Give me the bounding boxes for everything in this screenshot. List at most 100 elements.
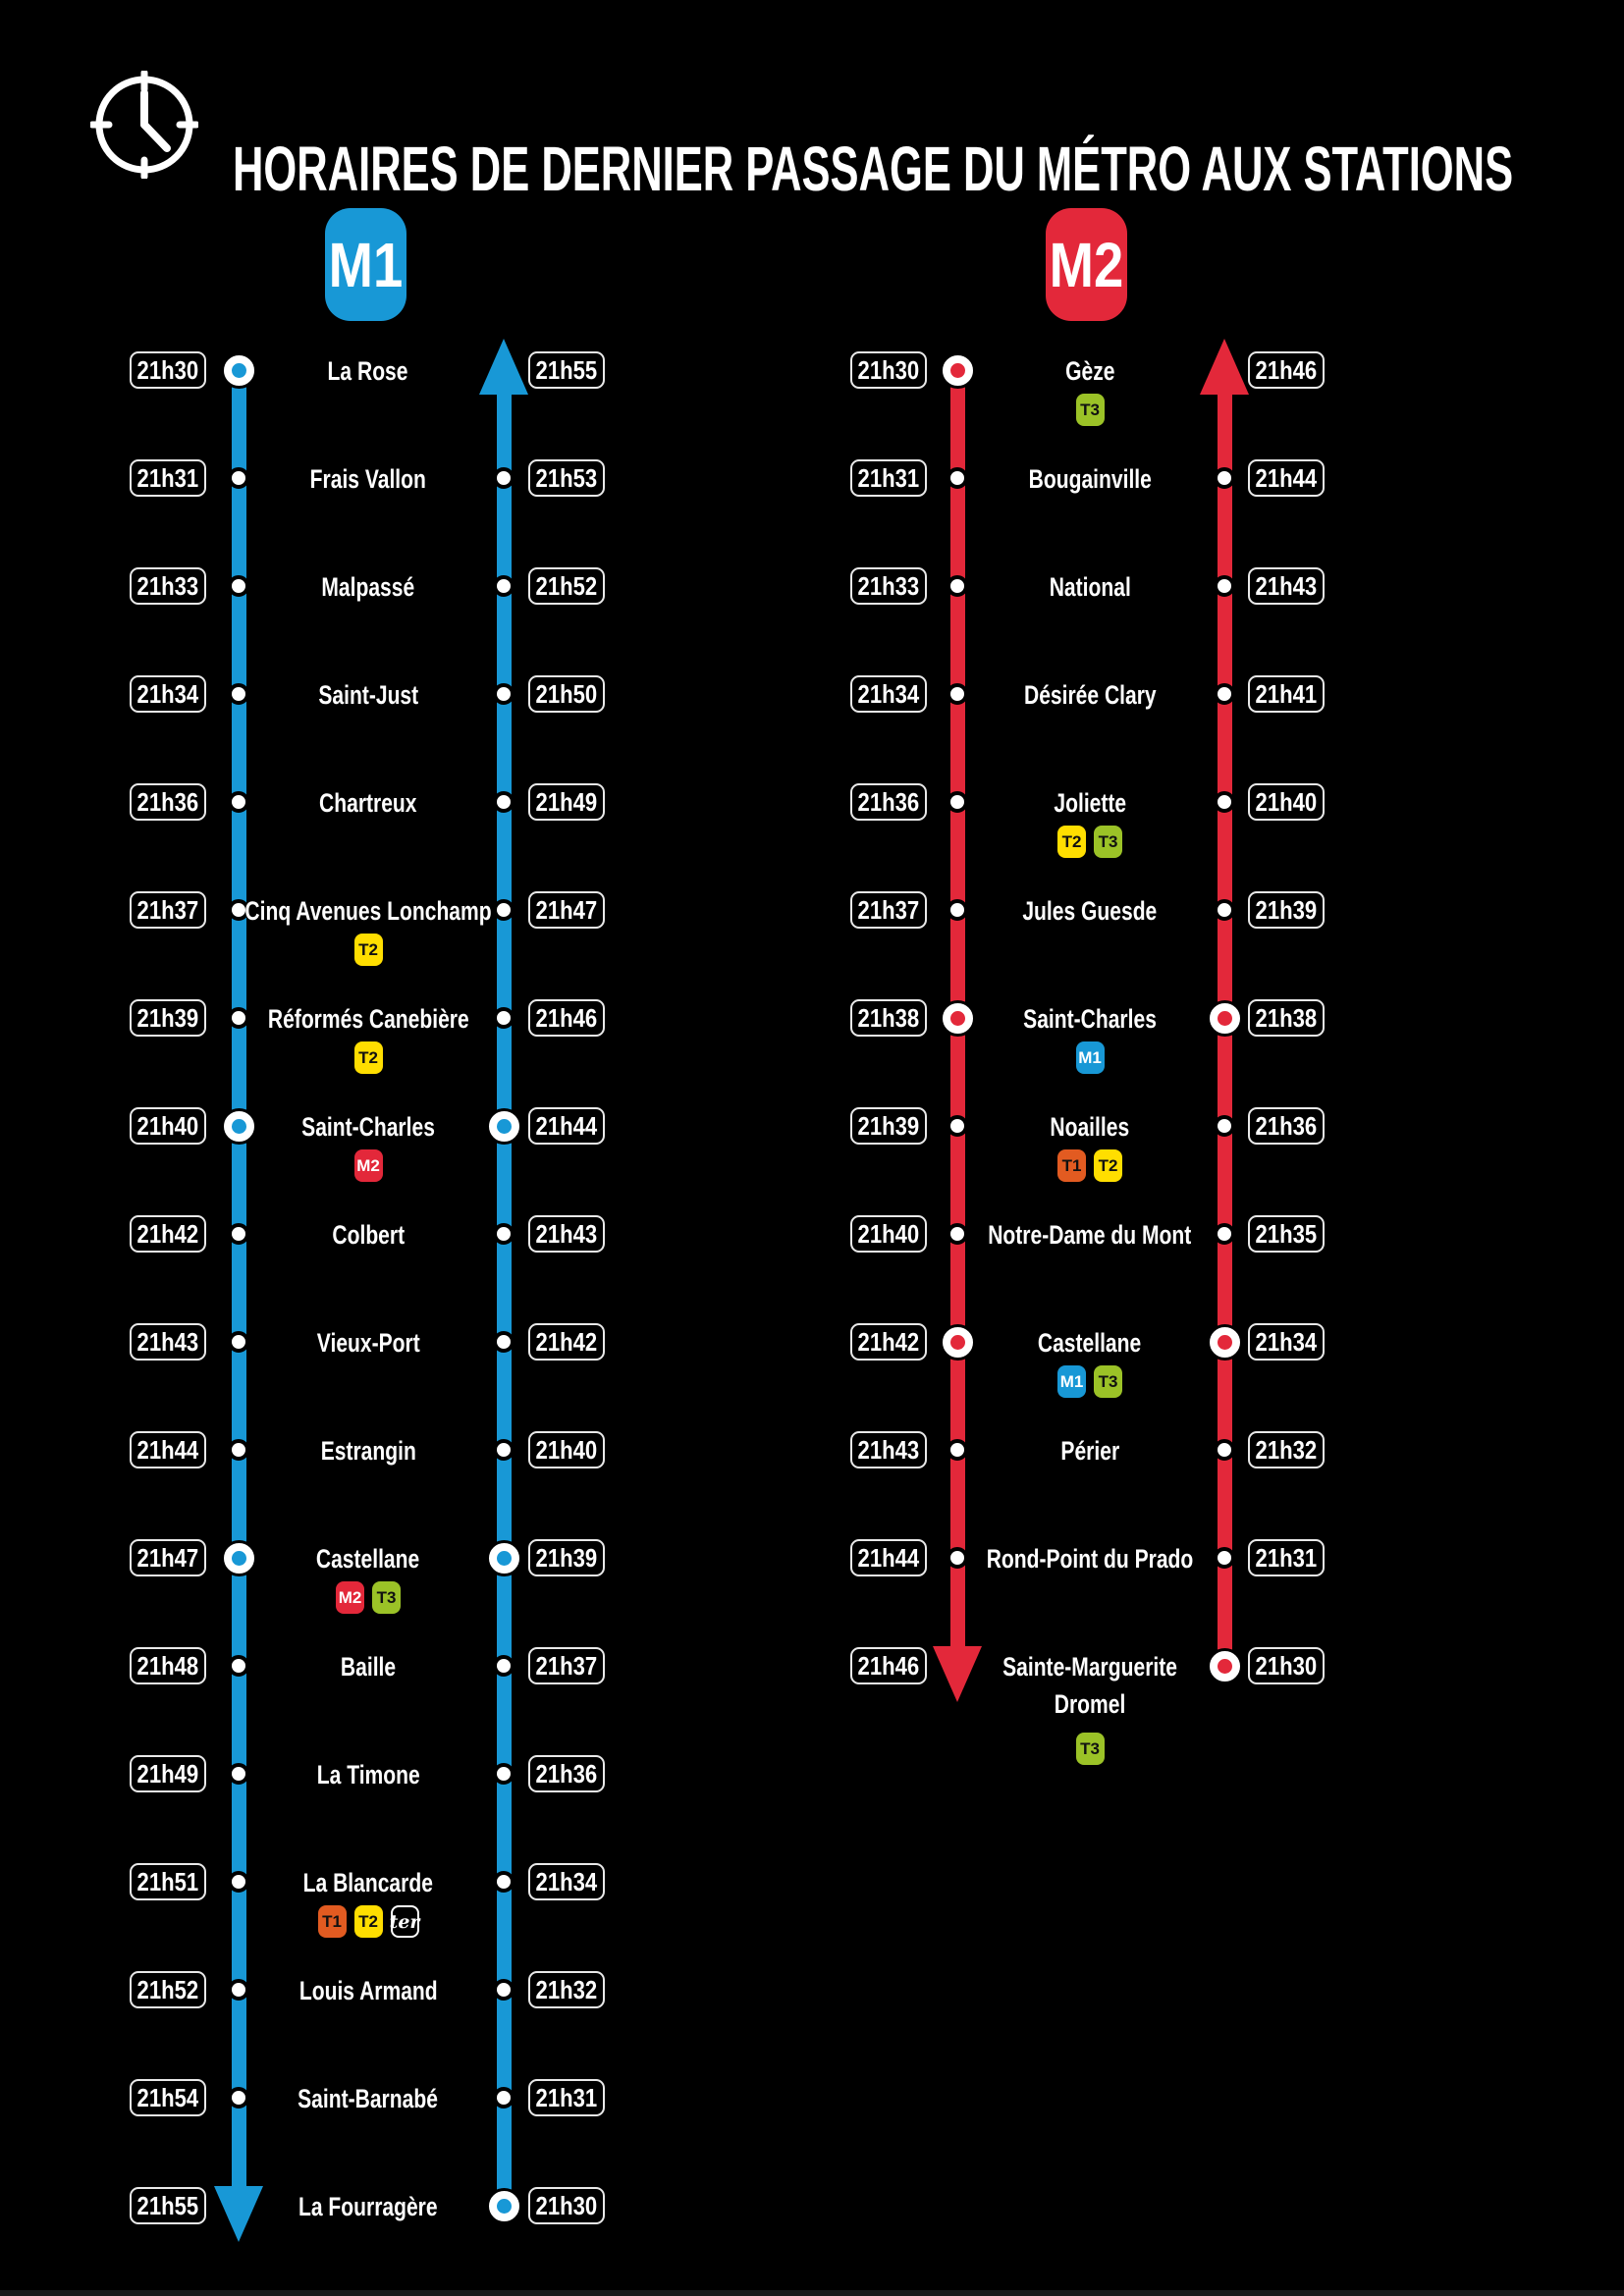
m2-station-dot [947, 791, 968, 813]
m1-time-right: 21h44 [535, 1110, 598, 1141]
m1-station-dot [228, 1979, 249, 2001]
m1-station-name: Estrangin [152, 1432, 584, 1469]
m1-station-dot [493, 1007, 514, 1029]
m2-station-badges: T3 [943, 394, 1237, 426]
m1-station-dot [228, 1763, 249, 1785]
m1-station-name: Saint-Charles [152, 1108, 584, 1146]
m1-time-box-right: 21h39 [528, 1539, 605, 1576]
t3-badge: T3 [1094, 826, 1122, 858]
m1-badge: M1 [1057, 1365, 1086, 1398]
m1-time-right: 21h36 [535, 1758, 598, 1789]
m1-time-box-left: 21h54 [130, 2079, 206, 2116]
m1-station-name: Réformés Canebière [152, 1000, 584, 1038]
m2-station-name: Notre-Dame du Mont [874, 1216, 1306, 1254]
m2-station-dot [1214, 1547, 1235, 1569]
m2-arrow-up-icon [1200, 339, 1249, 395]
m1-station-name-text: Baille [340, 1652, 397, 1682]
m1-time-box-right: 21h30 [528, 2187, 605, 2224]
m2-station-name: Périer [874, 1432, 1306, 1469]
m1-time-box-left: 21h47 [130, 1539, 206, 1576]
m2-station-name-text: Périer [1060, 1436, 1119, 1466]
m1-station-dot [228, 1007, 249, 1029]
m2-time-right: 21h43 [1255, 570, 1318, 601]
m1-time-box-right: 21h47 [528, 891, 605, 929]
m1-station-name-text: Chartreux [319, 788, 417, 818]
m1-station-name: Louis Armand [152, 1972, 584, 2009]
m1-time-left: 21h39 [136, 1002, 199, 1033]
m1-interchange-circle [223, 1110, 254, 1142]
m1-time-box-left: 21h40 [130, 1107, 206, 1145]
m2-station-badges: T1 T2 [943, 1149, 1237, 1182]
m1-station-name-text: La Rose [328, 356, 408, 386]
m2-time-left: 21h30 [857, 354, 920, 385]
m1-time-box-right: 21h36 [528, 1755, 605, 1792]
m1-time-left: 21h34 [136, 678, 199, 709]
m1-station-name: Castellane [152, 1540, 584, 1577]
m2-time-box-left: 21h36 [850, 783, 927, 821]
m2-time-box-right: 21h31 [1248, 1539, 1325, 1576]
m2-time-left: 21h46 [857, 1650, 920, 1681]
page-title: HORAIRES DE DERNIER PASSAGE DU MÉTRO AUX… [233, 133, 1514, 204]
m1-station-badges: M2 [221, 1149, 515, 1182]
m1-station-name-text: Vieux-Port [316, 1328, 420, 1358]
m1-station-dot [228, 575, 249, 597]
m1-station-name-text: Malpassé [321, 572, 415, 602]
m1-station-dot [493, 1655, 514, 1677]
m2-time-right: 21h36 [1255, 1110, 1318, 1141]
m1-time-left: 21h36 [136, 786, 199, 817]
m1-station-dot [493, 791, 514, 813]
m2-station-name-text: Désirée Clary [1023, 680, 1157, 710]
m2-time-left: 21h33 [857, 570, 920, 601]
m2-time-right: 21h35 [1255, 1218, 1318, 1249]
m1-station-name-text: Castellane [316, 1544, 420, 1574]
m1-time-right: 21h31 [535, 2082, 598, 2112]
m1-time-box-left: 21h55 [130, 2187, 206, 2224]
m1-time-right: 21h53 [535, 462, 598, 493]
m2-station-dot [1214, 1439, 1235, 1461]
m1-time-right: 21h32 [535, 1974, 598, 2004]
m2-station-badges: T2 T3 [943, 826, 1237, 858]
m2-interchange-circle [1209, 1650, 1240, 1682]
m1-time-box-right: 21h42 [528, 1323, 605, 1361]
m1-time-box-right: 21h49 [528, 783, 605, 821]
m2-station-name: Joliette [874, 784, 1306, 822]
m1-time-box-right: 21h40 [528, 1431, 605, 1468]
m1-station-dot [228, 899, 249, 921]
m2-time-left: 21h38 [857, 1002, 920, 1033]
m2-station-dot [947, 899, 968, 921]
m2-station-name: Jules Guesde [874, 892, 1306, 930]
m1-time-box-left: 21h34 [130, 675, 206, 713]
m1-station-name-text: Louis Armand [298, 1976, 438, 2005]
t2-badge: T2 [1094, 1149, 1122, 1182]
m1-time-box-left: 21h31 [130, 459, 206, 497]
m2-station-name: Saint-Charles [874, 1000, 1306, 1038]
m2-time-left: 21h43 [857, 1434, 920, 1465]
m1-station-name: Baille [152, 1648, 584, 1685]
m1-station-name-text: Frais Vallon [309, 464, 427, 494]
m1-station-name-text: Saint-Barnabé [298, 2084, 439, 2113]
m1-time-right: 21h37 [535, 1650, 598, 1681]
m1-station-name-text: Saint-Charles [301, 1112, 435, 1142]
m2-time-right: 21h30 [1255, 1650, 1318, 1681]
m1-time-right: 21h34 [535, 1866, 598, 1896]
m2-station-name-text: Jules Guesde [1022, 896, 1158, 926]
m2-time-box-left: 21h30 [850, 351, 927, 389]
m2-time-box-left: 21h42 [850, 1323, 927, 1361]
m1-station-badges: M2 T3 [221, 1581, 515, 1614]
m1-station-name-text: Colbert [332, 1220, 405, 1250]
m2-time-box-left: 21h38 [850, 999, 927, 1037]
m1-station-dot [228, 1331, 249, 1353]
m2-station-dot [1214, 467, 1235, 489]
m1-time-right: 21h50 [535, 678, 598, 709]
m1-time-left: 21h43 [136, 1326, 199, 1357]
m1-time-right: 21h40 [535, 1434, 598, 1465]
m2-station-dot [947, 575, 968, 597]
m1-arrow-down-icon [214, 2186, 263, 2242]
m1-time-box-right: 21h43 [528, 1215, 605, 1253]
m1-time-box-right: 21h55 [528, 351, 605, 389]
m2-time-left: 21h37 [857, 894, 920, 925]
m1-time-box-right: 21h53 [528, 459, 605, 497]
m2-time-box-left: 21h31 [850, 459, 927, 497]
m1-station-name: La Fourragère [152, 2188, 584, 2225]
m1-time-right: 21h30 [535, 2190, 598, 2220]
